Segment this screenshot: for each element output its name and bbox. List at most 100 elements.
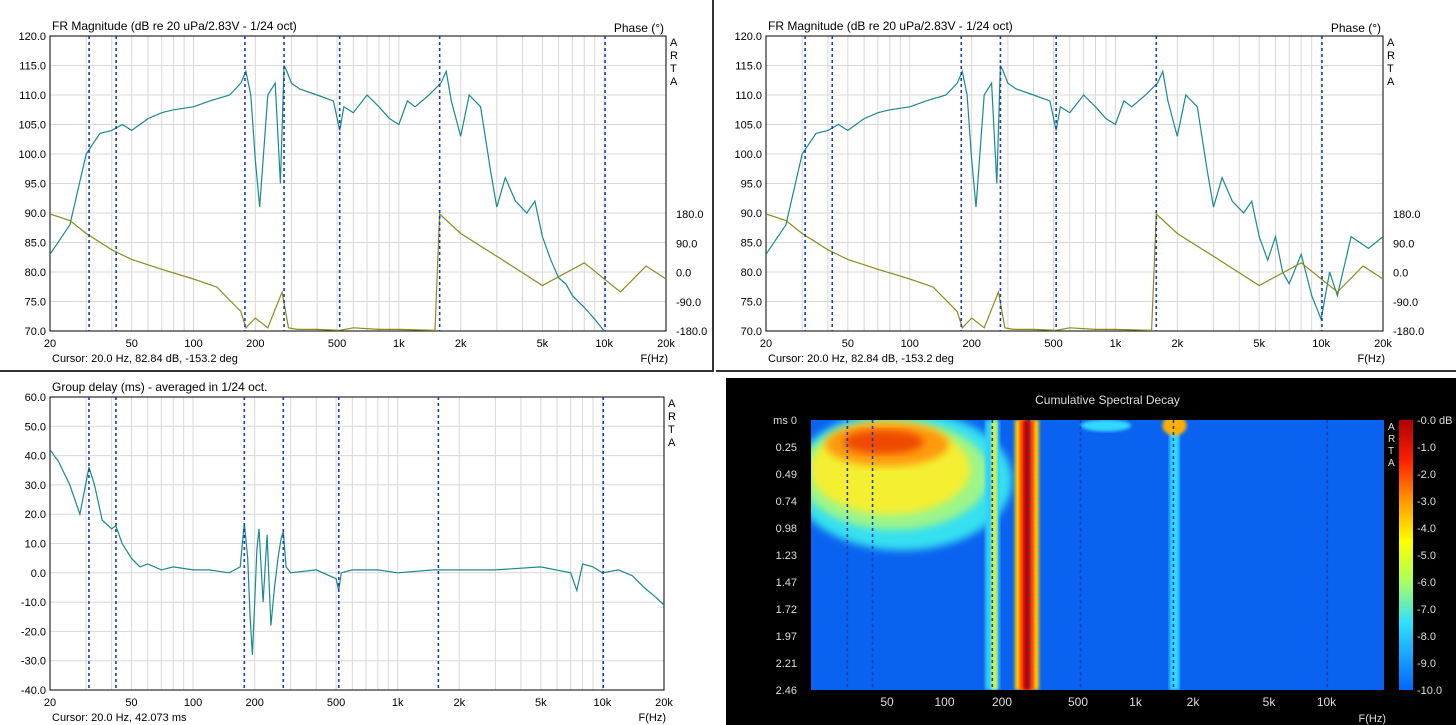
- arta-watermark: A: [670, 76, 678, 88]
- csd-time-tick-label: 0.49: [776, 469, 797, 481]
- x-tick-label: 200: [962, 338, 980, 350]
- csd-time-tick-label: 1.23: [776, 550, 797, 562]
- y-tick-label: 95.0: [741, 179, 762, 191]
- chart-title: Group delay (ms) - averaged in 1/24 oct.: [52, 380, 267, 394]
- plot-frame: [49, 396, 665, 691]
- y-tick-label: 110.0: [19, 90, 46, 102]
- csd-frequency-tick-label: 100: [934, 695, 954, 709]
- chart-title: FR Magnitude (dB re 20 uPa/2.83V - 1/24 …: [52, 19, 297, 33]
- x-tick-label: 2k: [1172, 338, 1184, 350]
- y-tick-label: 30.0: [25, 480, 46, 492]
- group-delay-chart: 60.0 50.0 40.0 30.0 20.0 10.0 0.0 -10.0 -20.0 -30…: [0, 374, 716, 725]
- x-tick-label: 100: [184, 338, 202, 350]
- phase-axis-title: Phase (°): [1331, 21, 1381, 35]
- x-tick-label: 2k: [455, 338, 467, 350]
- y-tick-label: 85.0: [741, 238, 762, 250]
- y-tick-label: -10.0: [21, 597, 46, 609]
- x-tick-label: 20: [760, 338, 772, 350]
- y-tick-label: 60.0: [25, 392, 46, 404]
- arta-watermark: R: [670, 50, 678, 62]
- x-tick-label: 200: [246, 338, 264, 350]
- csd-time-tick-label: ms 0: [773, 415, 797, 427]
- csd-frequency-tick-label: 5k: [1263, 695, 1277, 709]
- csd-scale-label: -2.0: [1417, 469, 1436, 481]
- arta-watermark: A: [1388, 422, 1395, 433]
- csd-time-tick-label: 0.25: [776, 442, 797, 454]
- y-tick-label: 75.0: [741, 297, 762, 309]
- csd-time-tick-label: 1.97: [776, 631, 797, 643]
- fr-chart-right-svg: 120.0 115.0 110.0 105.0 100.0 95.0 90.0 85.0 80.…: [734, 19, 1424, 365]
- csd-scale-label: -0.0 dB: [1417, 415, 1452, 427]
- x-tick-label: 50: [842, 338, 854, 350]
- csd-color-scale-bar: [1399, 420, 1413, 690]
- arta-watermark: T: [1388, 446, 1394, 457]
- x-axis-unit: F(Hz): [641, 353, 669, 365]
- csd-time-tick-label: 0.74: [776, 496, 797, 508]
- y-tick-label: 120.0: [18, 31, 46, 43]
- cursor-readout: Cursor: 20.0 Hz, 82.84 dB, -153.2 deg: [52, 353, 238, 365]
- csd-scale-label: -7.0: [1417, 604, 1436, 616]
- y-tick-label: 70.0: [25, 326, 46, 338]
- x-axis-unit: F(Hz): [1358, 353, 1386, 365]
- arta-watermark: A: [1387, 76, 1395, 88]
- arta-watermark: R: [1387, 50, 1395, 62]
- y-tick-label: 0.0: [31, 568, 46, 580]
- csd-scale-label: -1.0: [1417, 442, 1436, 454]
- x-tick-label: 20k: [1374, 338, 1392, 350]
- phase-tick-label: 180.0: [676, 209, 704, 221]
- x-tick-label: 2k: [454, 697, 466, 709]
- csd-frequency-tick-label: 10k: [1317, 695, 1337, 709]
- csd-scale-label: -6.0: [1417, 577, 1436, 589]
- y-tick-label: -40.0: [21, 685, 46, 697]
- fr-magnitude-chart-left: 120.0 115.0 110.0 105.0 100.0 95.0 90.0 85.0 80.…: [0, 0, 714, 372]
- x-tick-label: 100: [184, 697, 202, 709]
- x-axis-unit: F(Hz): [1359, 713, 1387, 725]
- csd-ridge-1580: [1169, 420, 1180, 690]
- phase-series-line: [50, 212, 666, 331]
- arta-watermark: T: [670, 63, 677, 75]
- phase-tick-label: -180.0: [1393, 326, 1424, 338]
- csd-scale-label: -4.0: [1417, 523, 1436, 535]
- y-tick-label: 85.0: [25, 238, 46, 250]
- group-delay-svg: 60.0 50.0 40.0 30.0 20.0 10.0 0.0 -10.0 -20.0 -30…: [21, 380, 676, 724]
- phase-tick-label: 90.0: [1393, 238, 1414, 250]
- y-tick-label: 75.0: [25, 297, 46, 309]
- x-tick-label: 5k: [537, 338, 549, 350]
- y-tick-label: 20.0: [25, 509, 46, 521]
- arta-watermark: A: [668, 437, 676, 449]
- y-tick-label: 100.0: [18, 149, 46, 161]
- csd-time-tick-label: 2.46: [776, 685, 797, 697]
- csd-frequency-tick-label: 1k: [1129, 695, 1143, 709]
- y-tick-label: 105.0: [734, 120, 762, 132]
- y-tick-label: -20.0: [21, 626, 46, 638]
- y-tick-label: 115.0: [19, 61, 46, 73]
- csd-time-tick-label: 1.72: [776, 604, 797, 616]
- y-tick-label: 10.0: [25, 539, 46, 551]
- csd-ridge-270: [1023, 420, 1030, 690]
- y-tick-label: 80.0: [25, 267, 46, 279]
- magnitude-series-line: [766, 65, 1383, 322]
- csd-time-tick-label: 2.21: [776, 658, 797, 670]
- phase-tick-label: -90.0: [1393, 297, 1418, 309]
- arta-watermark: R: [1388, 434, 1395, 445]
- csd-frequency-tick-label: 500: [1068, 695, 1088, 709]
- x-tick-label: 1k: [392, 697, 404, 709]
- x-tick-label: 20k: [655, 697, 673, 709]
- csd-scale-label: -9.0: [1417, 658, 1436, 670]
- y-tick-label: 70.0: [741, 326, 762, 338]
- x-tick-label: 20: [44, 697, 56, 709]
- cursor-readout: Cursor: 20.0 Hz, 82.84 dB, -153.2 deg: [768, 353, 954, 365]
- csd-ridge-178: [991, 420, 998, 690]
- y-tick-label: 110.0: [735, 90, 762, 102]
- phase-tick-label: 0.0: [676, 268, 691, 280]
- x-axis-unit: F(Hz): [639, 712, 667, 724]
- phase-tick-label: 180.0: [1393, 209, 1421, 221]
- x-tick-label: 1k: [1110, 338, 1122, 350]
- x-tick-label: 5k: [535, 697, 547, 709]
- cursor-readout: Cursor: 20.0 Hz, 42.073 ms: [52, 712, 187, 724]
- magnitude-series-line: [50, 65, 605, 331]
- csd-title: Cumulative Spectral Decay: [1035, 393, 1180, 407]
- chart-title: FR Magnitude (dB re 20 uPa/2.83V - 1/24 …: [768, 19, 1013, 33]
- y-tick-label: 100.0: [734, 149, 762, 161]
- x-tick-label: 200: [245, 697, 263, 709]
